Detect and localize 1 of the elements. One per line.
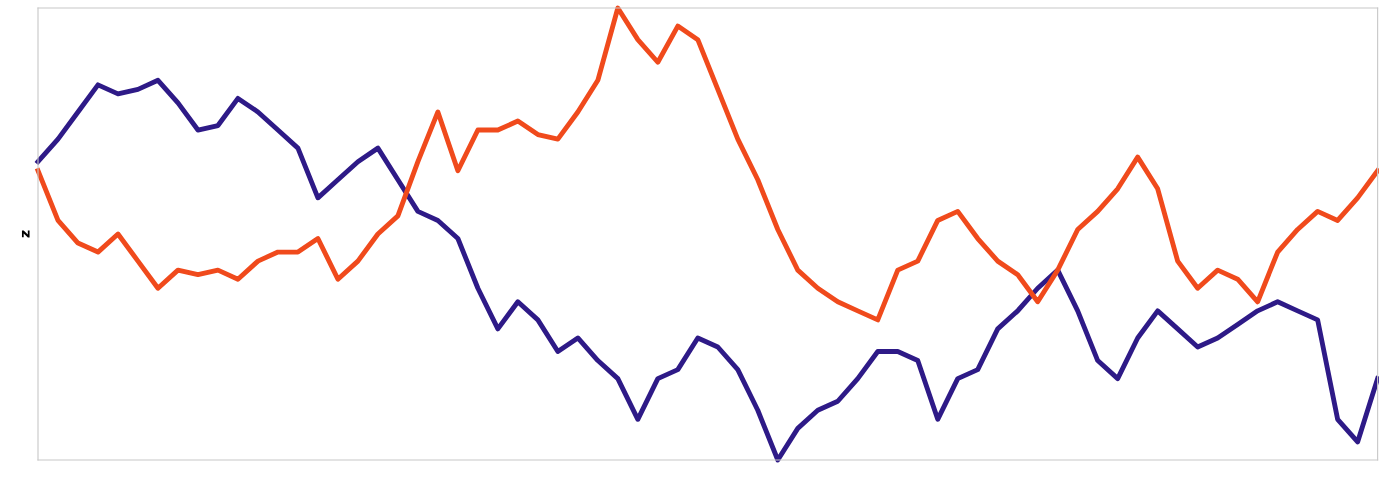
y-axis-title: z bbox=[21, 230, 30, 238]
